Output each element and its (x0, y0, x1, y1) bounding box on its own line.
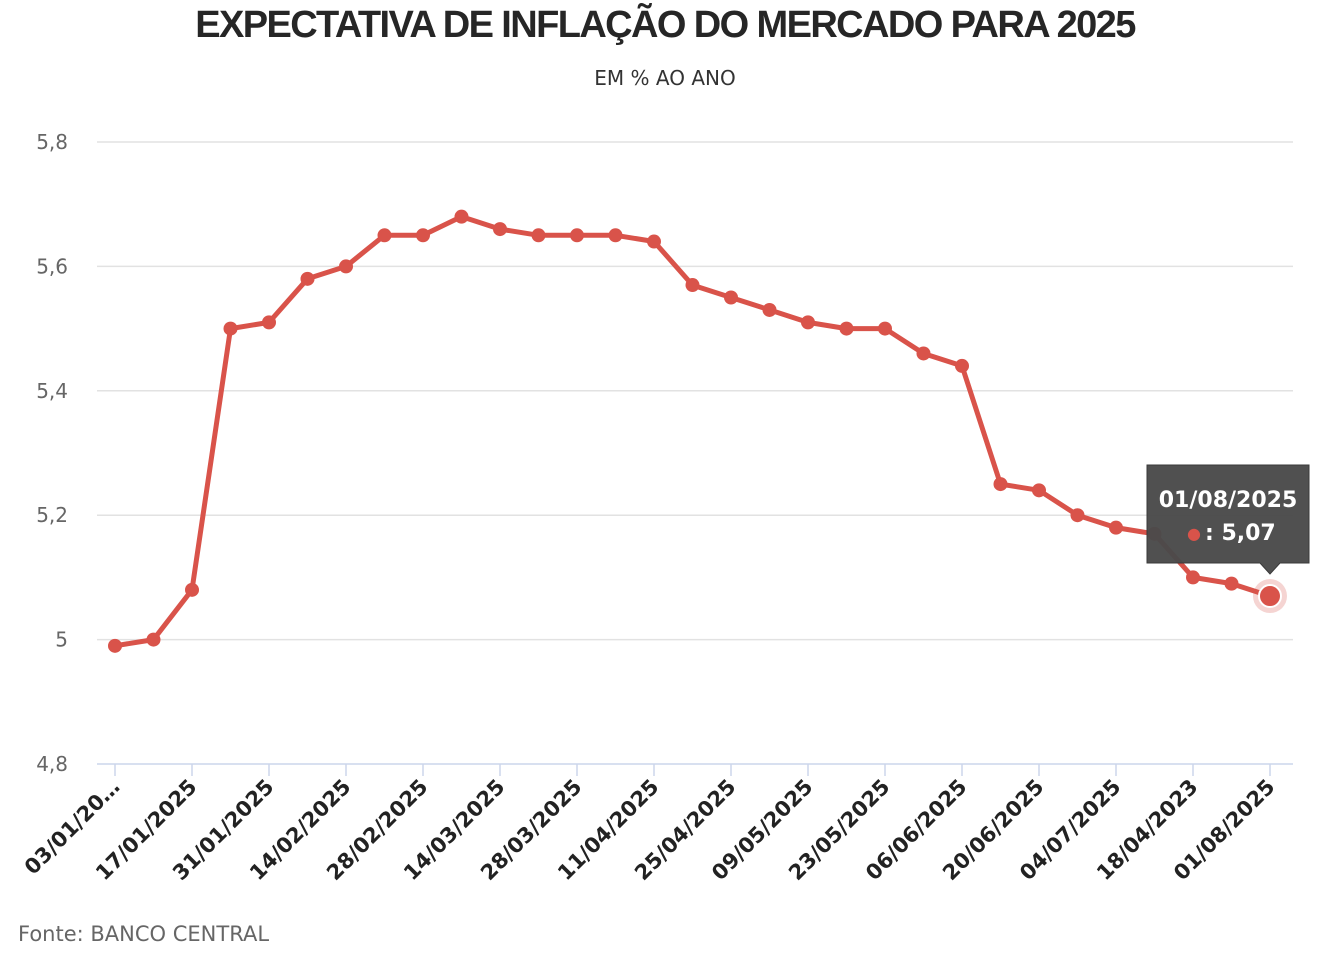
data-point (916, 346, 931, 361)
data-point (570, 228, 584, 243)
y-tick-label: 5,4 (36, 379, 68, 403)
tooltip: 01/08/2025 ●: 5,07 (1146, 464, 1310, 575)
data-point (339, 259, 353, 274)
data-point (223, 321, 238, 336)
grid-layer (97, 141, 1293, 641)
data-point (1224, 576, 1239, 591)
y-axis: 4,8 5 5,2 5,4 5,6 5,8 (36, 130, 68, 776)
data-point (185, 582, 199, 597)
data-point (724, 290, 738, 305)
chart-title: EXPECTATIVA DE INFLAÇÃO DO MERCADO PARA … (195, 4, 1136, 46)
data-point (878, 321, 892, 336)
data-point (955, 358, 969, 373)
y-tick-label: 5,2 (36, 503, 68, 527)
data-point (608, 228, 623, 243)
series-layer (108, 209, 1287, 653)
data-point (377, 228, 392, 243)
data-point (647, 234, 661, 249)
data-point (454, 209, 469, 224)
y-tick-label: 5,8 (36, 130, 68, 154)
data-point (839, 321, 854, 336)
tooltip-series-marker: ● (1187, 524, 1201, 543)
data-point (493, 222, 507, 237)
data-point (1186, 570, 1200, 585)
tooltip-date: 01/08/2025 (1159, 488, 1298, 513)
chart-subtitle: EM % AO ANO (594, 66, 736, 90)
data-point (146, 632, 161, 647)
line-chart: 4,8 5 5,2 5,4 5,6 5,8 03/01/20…17/01/202531/0… (20, 130, 1310, 885)
tooltip-value: : 5,07 (1205, 521, 1276, 546)
data-point (1109, 520, 1123, 535)
data-point (801, 315, 815, 330)
data-point (1070, 508, 1085, 523)
tooltip-box (1146, 464, 1310, 575)
data-point (300, 271, 315, 286)
data-point (262, 315, 276, 330)
data-point (685, 278, 700, 293)
data-point-highlighted (1258, 584, 1282, 609)
data-point (762, 302, 777, 317)
data-point (1032, 483, 1046, 498)
x-axis: 03/01/20…17/01/202531/01/202514/02/20252… (20, 763, 1293, 885)
data-point (108, 638, 122, 653)
y-tick-label: 5 (55, 628, 68, 652)
y-tick-label: 5,6 (36, 254, 68, 278)
data-point (416, 228, 430, 243)
data-point (531, 228, 546, 243)
data-point (993, 477, 1008, 492)
y-tick-label: 4,8 (36, 752, 68, 776)
source-note: Fonte: BANCO CENTRAL (18, 922, 270, 946)
